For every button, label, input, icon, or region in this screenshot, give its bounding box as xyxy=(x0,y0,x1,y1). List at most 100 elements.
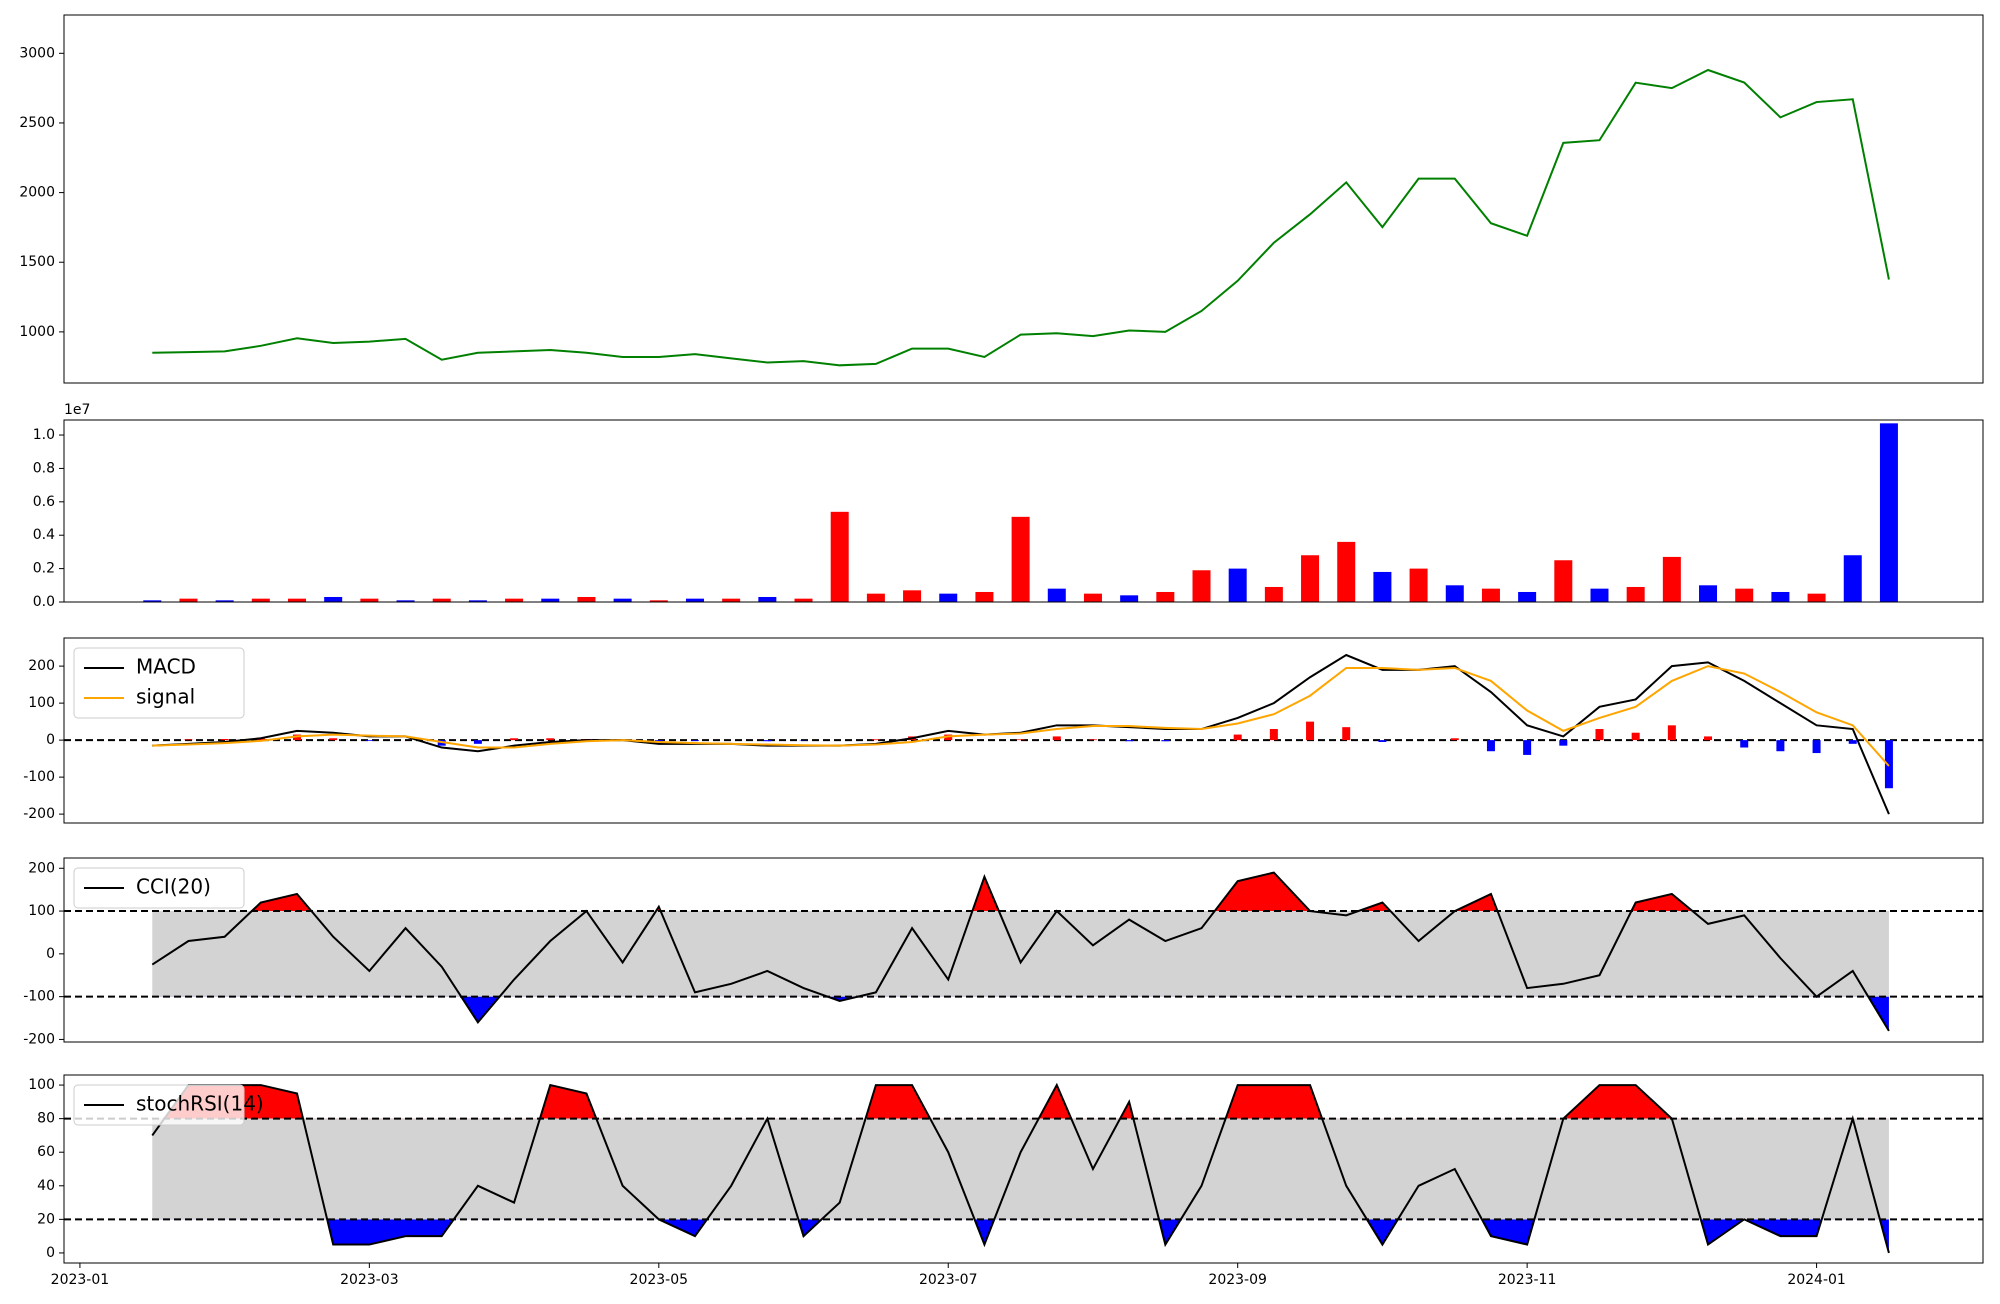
histogram-bar xyxy=(1053,736,1061,740)
volume-bar xyxy=(1518,592,1536,602)
volume-bar xyxy=(1446,585,1464,602)
plot-frame xyxy=(64,15,1983,383)
x-tick-label: 2023-09 xyxy=(1208,1272,1267,1288)
y-tick-label: 60 xyxy=(37,1144,55,1160)
y-tick-label: -200 xyxy=(23,1031,55,1047)
x-tick-label: 2023-03 xyxy=(340,1272,399,1288)
histogram-bar xyxy=(365,740,373,741)
x-tick-label: 2023-01 xyxy=(51,1272,110,1288)
volume-bar xyxy=(795,599,813,602)
volume-bar xyxy=(722,599,740,602)
histogram-bar xyxy=(1451,738,1459,740)
y-tick-label: 200 xyxy=(28,860,55,876)
volume-bar xyxy=(758,597,776,602)
histogram-bar xyxy=(1559,740,1567,746)
neutral-band xyxy=(152,911,1889,997)
volume-bar xyxy=(867,594,885,602)
histogram-bar xyxy=(474,740,482,744)
histogram-bar xyxy=(1776,740,1784,751)
y-tick-label: 40 xyxy=(37,1178,55,1194)
histogram-bar xyxy=(1668,725,1676,740)
panel xyxy=(64,873,1983,1031)
y-tick-label: 100 xyxy=(28,1077,55,1093)
histogram-bar xyxy=(872,739,880,740)
volume-bar xyxy=(541,599,559,602)
y-tick-label: 0 xyxy=(46,732,55,748)
panel xyxy=(64,655,1983,814)
plot-frame xyxy=(64,638,1983,823)
histogram-bar xyxy=(510,738,518,740)
volume-bar xyxy=(1265,587,1283,602)
histogram-bar xyxy=(1704,736,1712,740)
series-line xyxy=(152,655,1889,814)
volume-bar xyxy=(1156,592,1174,602)
y-tick-label: 0 xyxy=(46,1245,55,1261)
histogram-bar xyxy=(1306,722,1314,741)
histogram-bar xyxy=(1595,729,1603,740)
y-tick-label: 0.4 xyxy=(33,527,55,543)
y-tick-label: 200 xyxy=(28,658,55,674)
volume-bar xyxy=(1193,570,1211,602)
y-tick-label: 2500 xyxy=(19,115,55,131)
y-tick-label: 0.8 xyxy=(33,460,55,476)
volume-bar xyxy=(903,590,921,602)
neutral-band xyxy=(152,1119,1889,1220)
volume-bar xyxy=(324,597,342,602)
y-tick-label: 1500 xyxy=(19,254,55,270)
volume-bar xyxy=(1229,569,1247,602)
y-tick-label: 0 xyxy=(46,946,55,962)
volume-bar xyxy=(1373,572,1391,602)
y-tick-label: 2000 xyxy=(19,185,55,201)
volume-bar xyxy=(975,592,993,602)
histogram-bar xyxy=(1813,740,1821,753)
y-tick-label: 0.0 xyxy=(33,594,55,610)
volume-bar xyxy=(1663,557,1681,602)
histogram-bar xyxy=(1849,740,1857,744)
panel xyxy=(143,423,1898,602)
volume-bar xyxy=(1482,589,1500,602)
volume-bar xyxy=(360,599,378,602)
histogram-bar xyxy=(1740,740,1748,747)
x-tick-label: 2023-11 xyxy=(1498,1272,1557,1288)
volume-bar xyxy=(179,599,197,602)
histogram-bar xyxy=(329,738,337,740)
legend-label: MACD xyxy=(136,655,196,679)
volume-bar xyxy=(1048,589,1066,602)
y-tick-label: 100 xyxy=(28,695,55,711)
volume-bar xyxy=(1120,595,1138,602)
histogram-bar xyxy=(1017,739,1025,740)
legend-label: stochRSI(14) xyxy=(136,1092,264,1116)
volume-bar xyxy=(1808,594,1826,602)
histogram-bar xyxy=(1523,740,1531,755)
y-tick-label: 100 xyxy=(28,903,55,919)
x-tick-label: 2023-05 xyxy=(630,1272,689,1288)
histogram-bar xyxy=(1125,740,1133,741)
volume-bar xyxy=(288,599,306,602)
y-tick-label: -200 xyxy=(23,806,55,822)
volume-bar xyxy=(1590,589,1608,602)
series-line xyxy=(152,70,1889,365)
histogram-bar xyxy=(691,740,699,741)
x-tick-label: 2024-01 xyxy=(1787,1272,1846,1288)
histogram-bar xyxy=(1234,735,1242,741)
y-tick-label: 0.6 xyxy=(33,494,55,510)
volume-bar xyxy=(433,599,451,602)
volume-bar xyxy=(686,599,704,602)
volume-bar xyxy=(1410,569,1428,602)
y-tick-label: 1.0 xyxy=(33,427,55,443)
volume-bar xyxy=(1012,517,1030,602)
y-tick-label: 3000 xyxy=(19,45,55,61)
y-tick-label: -100 xyxy=(23,989,55,1005)
x-tick-label: 2023-07 xyxy=(919,1272,978,1288)
series-line xyxy=(152,666,1889,766)
volume-bar xyxy=(505,599,523,602)
volume-bar xyxy=(614,599,632,602)
y-tick-label: -100 xyxy=(23,769,55,785)
histogram-bar xyxy=(1161,740,1169,741)
panel xyxy=(64,1085,1983,1253)
histogram-bar xyxy=(1342,727,1350,740)
y-tick-label: 0.2 xyxy=(33,561,55,577)
histogram-bar xyxy=(1378,740,1386,742)
histogram-bar xyxy=(1270,729,1278,740)
